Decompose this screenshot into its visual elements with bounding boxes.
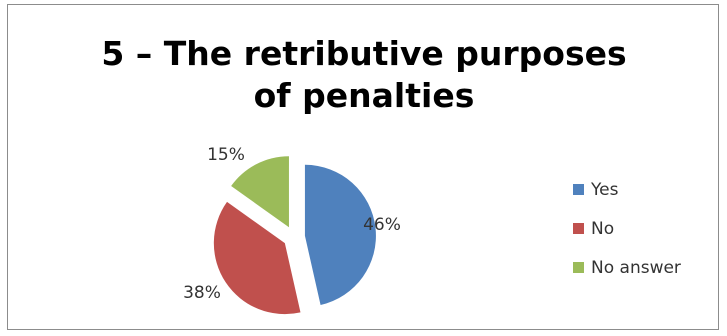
chart-title-line-1: 5 – The retributive purposes [101, 34, 627, 73]
legend-swatch-yes [573, 184, 584, 195]
pie-slice-no [213, 201, 301, 315]
pie-slice-no-answer [231, 156, 289, 228]
legend-item-yes: Yes [573, 179, 681, 200]
legend-swatch-no-answer [573, 262, 584, 273]
legend-swatch-no [573, 223, 584, 234]
legend: Yes No No answer [573, 180, 681, 297]
legend-item-no: No [573, 218, 681, 239]
pie-chart: 46% 38% 15% [183, 145, 401, 315]
data-label-no-answer: 15% [207, 145, 245, 165]
chart-frame: 5 – The retributive purposes of penaltie… [7, 4, 719, 330]
legend-label-no-answer: No answer [591, 257, 681, 278]
legend-label-no: No [591, 218, 615, 239]
pie-slice-yes [304, 164, 376, 306]
chart-title: 5 – The retributive purposes of penaltie… [8, 33, 720, 117]
data-label-yes: 46% [363, 215, 401, 235]
legend-item-no-answer: No answer [573, 257, 681, 278]
legend-label-yes: Yes [591, 179, 619, 200]
chart-title-line-2: of penalties [253, 76, 475, 115]
data-label-no: 38% [183, 283, 221, 303]
